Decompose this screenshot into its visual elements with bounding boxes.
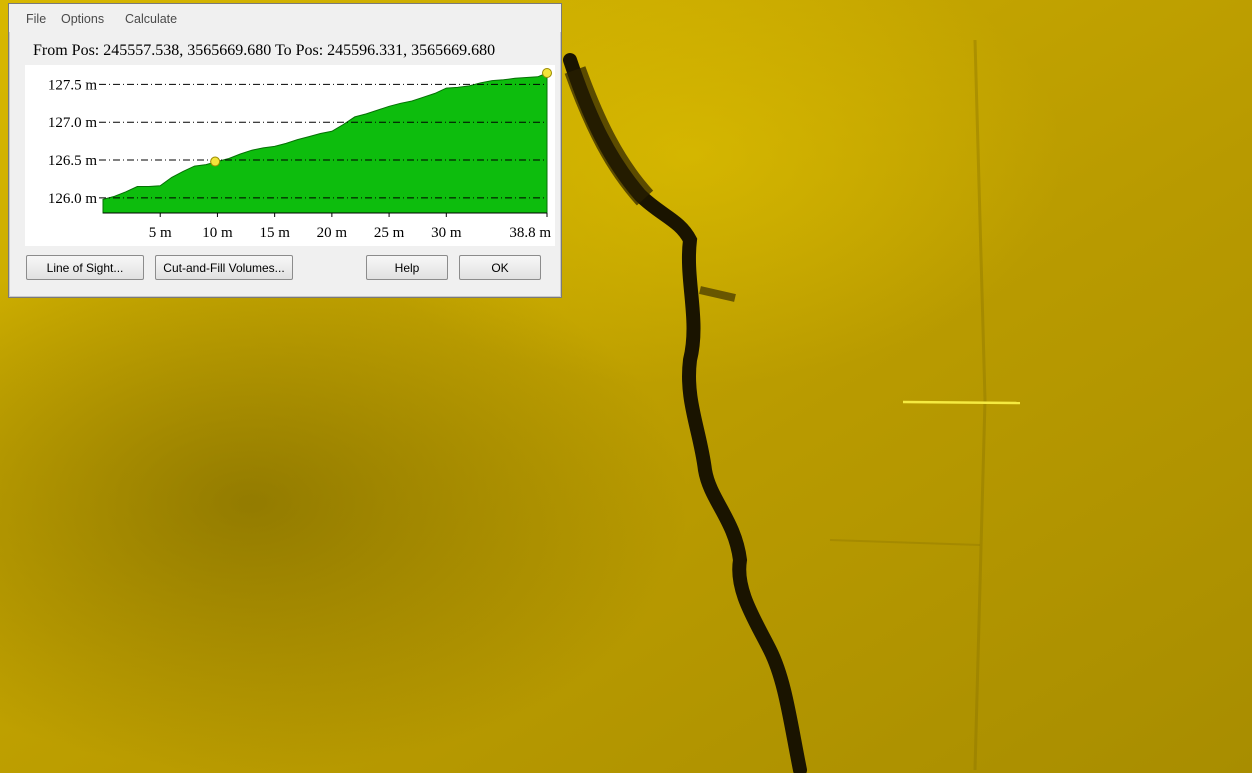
y-tick-label: 126.0 m bbox=[48, 191, 98, 207]
profile-area bbox=[102, 72, 548, 214]
x-tick-label: 25 m bbox=[374, 225, 405, 241]
y-tick-label: 127.5 m bbox=[48, 77, 98, 93]
x-tick-label: 5 m bbox=[149, 225, 172, 241]
x-tick-label: 30 m bbox=[431, 225, 462, 241]
profile-marker bbox=[542, 68, 552, 78]
y-tick-label: 126.5 m bbox=[48, 153, 98, 169]
profile-dialog: File Options Calculate From Pos: 245557.… bbox=[8, 3, 562, 298]
help-button[interactable]: Help bbox=[366, 255, 448, 280]
x-tick-label: 20 m bbox=[317, 225, 348, 241]
cut-and-fill-volumes-button[interactable]: Cut-and-Fill Volumes... bbox=[155, 255, 293, 280]
position-readout: From Pos: 245557.538, 3565669.680 To Pos… bbox=[33, 42, 496, 59]
menu-calculate[interactable]: Calculate bbox=[125, 12, 178, 26]
menu-bar: File Options Calculate bbox=[9, 4, 561, 32]
x-tick-label: 10 m bbox=[202, 225, 233, 241]
y-tick-label: 127.0 m bbox=[48, 115, 98, 131]
profile-transect-line bbox=[902, 400, 1021, 405]
profile-marker bbox=[210, 156, 221, 167]
elevation-profile-chart: 127.5 m 127.0 m 126.5 m 126.0 m 5 m 10 m 15 m 2… bbox=[25, 65, 555, 246]
x-tick-label: 38.8 m bbox=[509, 225, 551, 241]
ok-button[interactable]: OK bbox=[459, 255, 541, 280]
menu-file[interactable]: File bbox=[26, 12, 47, 26]
line-of-sight-button[interactable]: Line of Sight... bbox=[26, 255, 144, 280]
menu-options[interactable]: Options bbox=[61, 12, 105, 26]
x-tick-label: 15 m bbox=[259, 225, 290, 241]
